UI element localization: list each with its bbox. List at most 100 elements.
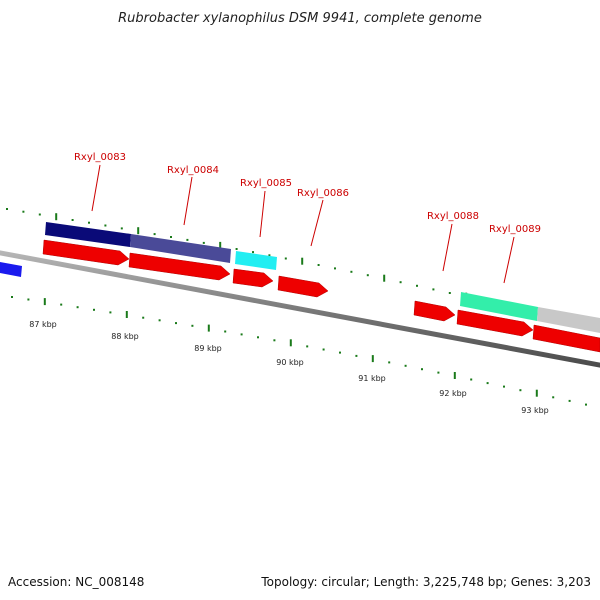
ruler-minor-tick — [22, 210, 25, 213]
ruler-minor-tick — [317, 264, 320, 266]
ruler-minor-tick — [240, 333, 243, 336]
ruler-minor-tick — [486, 382, 489, 385]
ruler-minor-tick — [202, 241, 205, 244]
ruler-minor-tick — [470, 378, 473, 381]
ruler-minor-tick — [273, 339, 276, 342]
ruler-minor-tick — [71, 219, 74, 221]
ruler-minor-tick — [6, 208, 8, 210]
ruler-minor-tick — [142, 316, 145, 319]
ruler-minor-tick — [11, 296, 13, 298]
kbp-label: 90 kbp — [276, 358, 304, 367]
gene-connector-rxyl-0086 — [310, 199, 324, 247]
feature-rxyl-0084 — [130, 234, 231, 263]
ruler-major-tick — [125, 311, 128, 318]
feature-rxyl-0089 — [537, 307, 600, 333]
ruler-minor-tick — [334, 267, 336, 270]
ruler-minor-tick — [399, 281, 402, 284]
ruler-minor-tick — [350, 270, 353, 273]
gene-connector-rxyl-0084 — [183, 176, 193, 226]
ruler-major-tick — [43, 298, 46, 306]
ruler-minor-tick — [519, 389, 522, 392]
gene-labels: Rxyl_0083 Rxyl_0084 Rxyl_0085 Rxyl_0086 … — [74, 152, 541, 235]
cds-arrow — [532, 324, 600, 353]
ruler-minor-tick — [158, 319, 161, 322]
ruler-minor-tick — [339, 351, 341, 354]
ruler-minor-tick — [76, 306, 79, 309]
ruler-major-tick — [219, 241, 222, 249]
kbp-label: 91 kbp — [358, 374, 386, 383]
ruler-minor-tick — [60, 303, 63, 306]
feature-rxyl-0085 — [235, 251, 277, 270]
ruler-minor-tick — [322, 348, 325, 351]
gene-label-rxyl-0083: Rxyl_0083 — [74, 152, 126, 163]
cds-arrow — [128, 252, 231, 281]
map-title: Rubrobacter xylanophilus DSM 9941, compl… — [118, 11, 482, 26]
ruler-minor-tick — [186, 238, 189, 241]
gene-label-rxyl-0086: Rxyl_0086 — [297, 188, 349, 199]
ruler-minor-tick — [235, 248, 238, 250]
ruler-major-tick — [453, 372, 456, 379]
feature-rxyl-0088 — [460, 292, 538, 321]
ruler-minor-tick — [257, 336, 259, 339]
gene-label-rxyl-0089: Rxyl_0089 — [489, 224, 541, 235]
kbp-labels: 87 kbp 88 kbp 89 kbp 90 kbp 91 kbp 92 kb… — [29, 320, 549, 415]
genome-backbone — [0, 250, 600, 368]
cds-arrow-track — [42, 239, 600, 353]
ruler-minor-tick — [38, 213, 41, 216]
ruler-minor-tick — [93, 308, 95, 311]
ruler-minor-tick — [109, 311, 112, 314]
ruler-minor-tick — [355, 354, 358, 357]
gene-connector-rxyl-0089 — [503, 236, 515, 284]
topology-summary-text: Topology: circular; Length: 3,225,748 bp… — [260, 575, 591, 589]
kbp-label: 88 kbp — [111, 332, 139, 341]
ruler-minor-tick — [104, 224, 107, 227]
kbp-label: 93 kbp — [521, 406, 549, 415]
accession-text: Accession: NC_008148 — [8, 575, 144, 589]
kbp-label: 87 kbp — [29, 320, 57, 329]
ruler-minor-tick — [252, 251, 254, 254]
ruler-minor-tick — [552, 396, 555, 399]
gene-label-connectors — [91, 164, 515, 284]
gene-connector-rxyl-0085 — [259, 190, 266, 238]
feature-track — [0, 222, 600, 333]
ruler-minor-tick — [191, 324, 194, 327]
cds-arrow — [42, 239, 130, 266]
ruler-minor-tick — [88, 221, 90, 224]
gene-label-rxyl-0084: Rxyl_0084 — [167, 165, 219, 176]
ruler-minor-tick — [268, 254, 271, 257]
ruler-minor-tick — [437, 371, 440, 374]
ruler-minor-tick — [404, 364, 407, 367]
ruler-major-tick — [289, 339, 292, 347]
cds-arrow — [277, 275, 329, 298]
ruler-minor-tick — [120, 227, 123, 230]
inner-tick-ruler — [11, 296, 587, 406]
ruler-minor-tick — [568, 399, 571, 402]
ruler-major-tick — [383, 274, 386, 282]
ruler-minor-tick — [175, 322, 177, 325]
feature-rxyl-0083 — [45, 222, 131, 247]
ruler-minor-tick — [224, 330, 227, 333]
ruler-major-tick — [137, 227, 140, 235]
kbp-label: 92 kbp — [439, 389, 467, 398]
feature-blue — [0, 262, 22, 277]
ruler-minor-tick — [503, 385, 505, 388]
gene-connector-rxyl-0083 — [91, 164, 101, 212]
ruler-minor-tick — [153, 233, 156, 236]
cds-arrow — [413, 300, 456, 322]
ruler-major-tick — [55, 213, 58, 221]
gene-connector-rxyl-0088 — [442, 223, 453, 272]
ruler-minor-tick — [284, 257, 287, 260]
ruler-minor-tick — [448, 292, 451, 294]
ruler-minor-tick — [366, 274, 369, 277]
ruler-minor-tick — [306, 345, 309, 348]
ruler-minor-tick — [170, 236, 172, 238]
ruler-minor-tick — [432, 288, 435, 291]
ruler-major-tick — [371, 355, 374, 363]
gene-label-rxyl-0088: Rxyl_0088 — [427, 211, 479, 222]
cds-arrow — [232, 268, 274, 288]
cds-arrow — [456, 309, 534, 337]
ruler-major-tick — [535, 389, 538, 397]
ruler-major-tick — [207, 324, 210, 332]
ruler-minor-tick — [585, 403, 587, 406]
